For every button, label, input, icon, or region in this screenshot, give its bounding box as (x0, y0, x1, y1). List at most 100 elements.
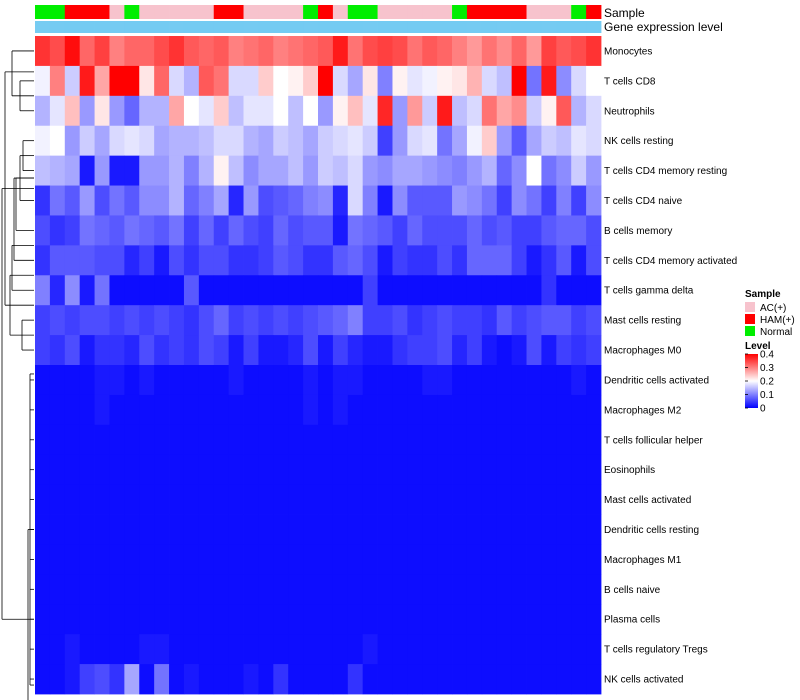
heatmap-cell (154, 95, 170, 127)
heatmap-cell (586, 484, 602, 515)
heatmap-cell (213, 185, 230, 216)
heatmap-cell (571, 574, 587, 605)
heatmap-cell (258, 394, 274, 426)
gene-level-cell (332, 21, 349, 33)
heatmap-cell (154, 454, 170, 486)
heatmap-cell (94, 484, 110, 515)
heatmap-cell (452, 335, 468, 366)
heatmap-cell (556, 245, 572, 276)
heatmap-cell (318, 634, 334, 665)
heatmap-cell (183, 664, 200, 695)
row-label: B cells naive (604, 585, 661, 596)
heatmap-cell (94, 365, 110, 396)
heatmap-cell (154, 664, 170, 695)
heatmap-cell (139, 365, 155, 396)
heatmap-cell (94, 634, 110, 665)
heatmap-cell (183, 634, 200, 665)
heatmap-cell (377, 155, 393, 186)
heatmap-cell (169, 544, 185, 575)
sample-cell (169, 5, 185, 19)
heatmap-cell (526, 365, 542, 396)
heatmap-cell (64, 95, 81, 127)
heatmap-cell (273, 125, 289, 157)
heatmap-cell (288, 95, 304, 127)
heatmap-cell (347, 36, 364, 67)
heatmap-cell (109, 394, 125, 426)
heatmap-cell (79, 185, 95, 216)
heatmap-cell (139, 65, 155, 97)
sample-cell (64, 5, 81, 19)
heatmap-cell (452, 634, 468, 665)
heatmap-cell (541, 394, 557, 426)
heatmap-cell (586, 155, 602, 186)
heatmap-cell (243, 155, 259, 186)
sample-cell (496, 5, 513, 19)
heatmap-cell (332, 424, 349, 456)
heatmap-cell (273, 574, 289, 605)
heatmap-cell (124, 424, 140, 456)
heatmap-cell (139, 394, 155, 426)
heatmap-cell (258, 454, 274, 486)
legend-level-title: Level (745, 341, 771, 352)
heatmap-cell (94, 604, 110, 635)
heatmap-cell (481, 185, 498, 216)
heatmap-cell (109, 544, 125, 575)
heatmap-cell (556, 634, 572, 665)
heatmap-cell (243, 275, 259, 306)
heatmap-cell (183, 155, 200, 186)
heatmap-cell (571, 664, 587, 695)
heatmap-cell (35, 394, 51, 426)
heatmap-cell (377, 95, 393, 127)
heatmap-cell (526, 574, 542, 605)
heatmap-cell (571, 95, 587, 127)
heatmap-cell (362, 245, 378, 276)
heatmap-cell (377, 185, 393, 216)
heatmap-cell (139, 215, 155, 246)
heatmap-cell (526, 185, 542, 216)
heatmap-cell (64, 574, 81, 605)
sample-cell (481, 5, 498, 19)
heatmap-cell (422, 335, 438, 366)
gene-level-cell (79, 21, 95, 33)
heatmap-cell (392, 125, 408, 157)
heatmap-cell (571, 275, 587, 306)
heatmap-cell (318, 185, 334, 216)
heatmap-cell (437, 245, 453, 276)
heatmap-cell (79, 514, 95, 545)
heatmap-cell (49, 36, 66, 67)
heatmap-cell (362, 424, 378, 456)
heatmap-cell (303, 36, 319, 67)
heatmap-cell (64, 245, 81, 276)
row-dendrogram (1, 50, 34, 700)
heatmap-cell (109, 454, 125, 486)
heatmap-cell (273, 185, 289, 216)
heatmap-cell (288, 125, 304, 157)
heatmap-cell (35, 574, 51, 605)
heatmap-cell (288, 305, 304, 336)
heatmap-cell (422, 544, 438, 575)
heatmap-cell (332, 245, 349, 276)
heatmap-cell (49, 604, 66, 635)
heatmap-cell (437, 365, 453, 396)
heatmap-cell (362, 125, 378, 157)
heatmap-cell (258, 424, 274, 456)
heatmap-cell (79, 544, 95, 575)
heatmap-cell (49, 185, 66, 216)
heatmap-cell (556, 185, 572, 216)
heatmap-cell (64, 424, 81, 456)
heatmap-cell (496, 484, 513, 515)
heatmap-cell (64, 454, 81, 486)
heatmap-cell (377, 634, 393, 665)
heatmap-cell (511, 65, 527, 97)
row-label: Plasma cells (604, 615, 660, 626)
heatmap-cell (586, 245, 602, 276)
heatmap-cell (586, 125, 602, 157)
heatmap-cell (303, 65, 319, 97)
heatmap-cell (258, 574, 274, 605)
sample-cell (94, 5, 110, 19)
heatmap-cell (407, 664, 423, 695)
heatmap-cell (154, 305, 170, 336)
heatmap-cell (154, 125, 170, 157)
heatmap-cell (377, 514, 393, 545)
